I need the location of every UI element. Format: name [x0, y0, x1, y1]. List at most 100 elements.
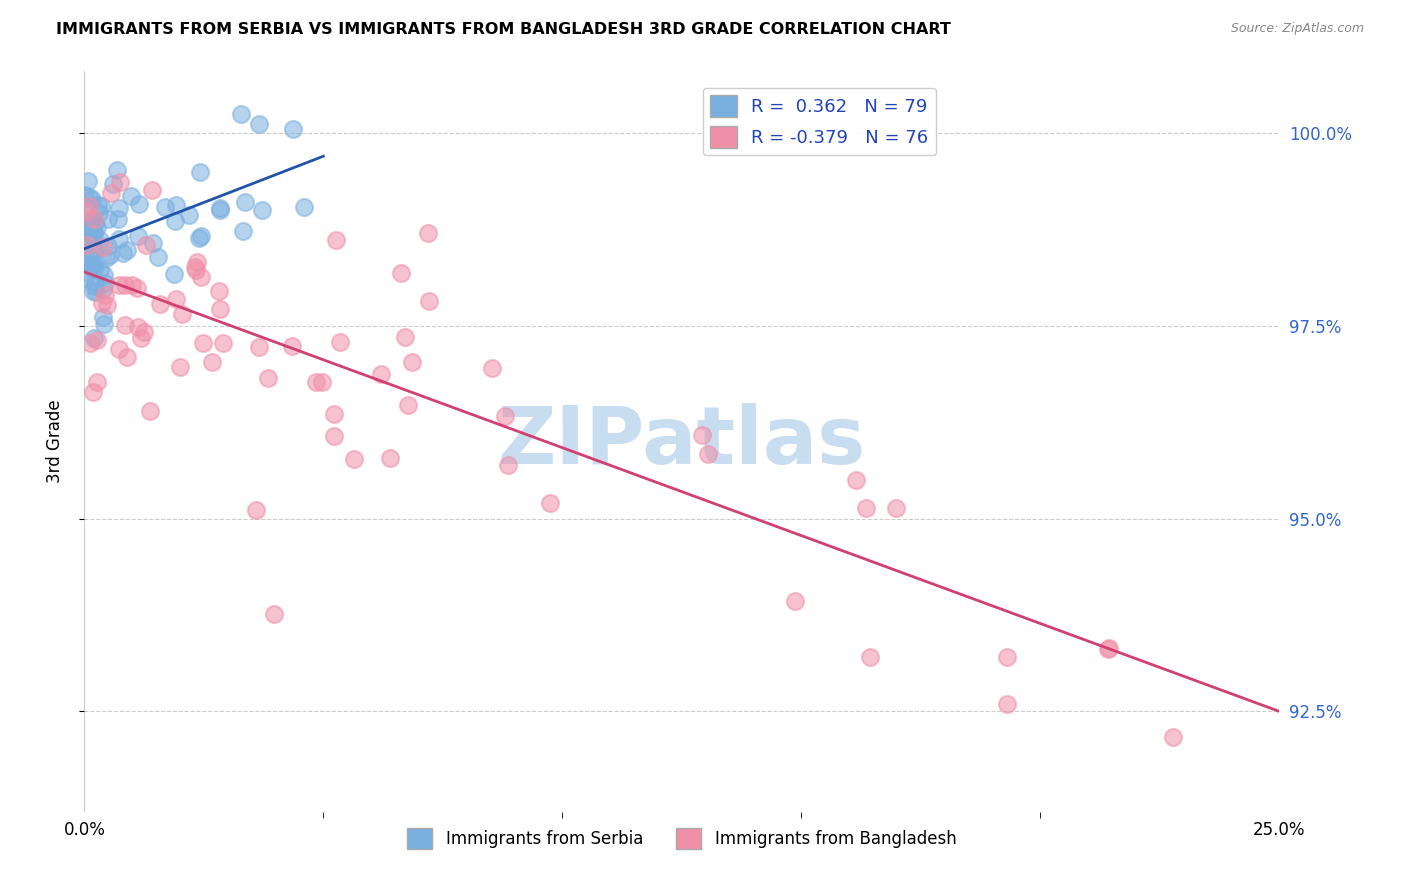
Point: [96, 298, 118, 312]
Point: [91, 296, 114, 310]
Point: [294, 200, 316, 214]
Point: [76, 266, 98, 280]
Point: [311, 375, 333, 389]
Point: [82, 237, 104, 252]
Point: [84, 216, 107, 230]
Point: [128, 197, 150, 211]
Point: [82, 247, 104, 261]
Point: [233, 194, 256, 209]
Point: [114, 318, 136, 332]
Point: [190, 229, 212, 244]
Point: [91, 310, 114, 324]
Point: [97, 211, 120, 226]
Point: [77, 190, 100, 204]
Point: [83, 331, 105, 345]
Point: [117, 243, 139, 257]
Point: [995, 650, 1018, 665]
Point: [84, 259, 107, 273]
Point: [77, 227, 100, 242]
Point: [93, 268, 115, 283]
Point: [165, 198, 187, 212]
Point: [91, 239, 114, 253]
Point: [845, 473, 868, 487]
Point: [107, 211, 129, 226]
Point: [83, 229, 105, 244]
Point: [83, 225, 105, 239]
Point: [188, 165, 211, 179]
Point: [100, 248, 122, 262]
Point: [232, 224, 254, 238]
Point: [127, 229, 149, 244]
Point: [496, 458, 519, 472]
Point: [396, 398, 419, 412]
Point: [783, 594, 806, 608]
Point: [190, 269, 212, 284]
Point: [186, 255, 208, 269]
Point: [108, 232, 131, 246]
Point: [153, 200, 176, 214]
Point: [79, 257, 101, 271]
Point: [75, 203, 97, 218]
Point: [184, 260, 207, 274]
Text: IMMIGRANTS FROM SERBIA VS IMMIGRANTS FROM BANGLADESH 3RD GRADE CORRELATION CHART: IMMIGRANTS FROM SERBIA VS IMMIGRANTS FRO…: [56, 22, 950, 37]
Point: [256, 371, 278, 385]
Point: [127, 320, 149, 334]
Point: [91, 282, 114, 296]
Point: [86, 376, 108, 390]
Point: [97, 238, 120, 252]
Point: [394, 330, 416, 344]
Point: [135, 238, 157, 252]
Point: [82, 384, 104, 399]
Point: [389, 266, 412, 280]
Point: [855, 500, 877, 515]
Point: [77, 198, 100, 212]
Point: [94, 251, 117, 265]
Point: [83, 279, 105, 293]
Point: [193, 335, 215, 350]
Point: [87, 206, 110, 220]
Point: [263, 607, 285, 621]
Point: [281, 121, 304, 136]
Point: [80, 212, 103, 227]
Point: [997, 697, 1019, 711]
Point: [163, 214, 186, 228]
Point: [107, 278, 129, 293]
Point: [322, 429, 344, 443]
Point: [75, 271, 97, 285]
Legend: Immigrants from Serbia, Immigrants from Bangladesh: Immigrants from Serbia, Immigrants from …: [401, 822, 963, 855]
Point: [76, 224, 98, 238]
Point: [83, 212, 105, 227]
Point: [481, 360, 503, 375]
Point: [121, 278, 143, 293]
Point: [179, 208, 201, 222]
Point: [329, 334, 352, 349]
Point: [697, 447, 720, 461]
Text: Source: ZipAtlas.com: Source: ZipAtlas.com: [1230, 22, 1364, 36]
Point: [82, 222, 104, 236]
Point: [111, 246, 134, 260]
Point: [86, 198, 108, 212]
Point: [75, 188, 97, 202]
Point: [148, 250, 170, 264]
Point: [401, 355, 423, 369]
Point: [538, 496, 561, 510]
Point: [80, 259, 103, 273]
Point: [209, 202, 232, 217]
Point: [323, 408, 346, 422]
Point: [208, 201, 231, 215]
Point: [281, 339, 304, 353]
Point: [212, 336, 235, 351]
Point: [187, 231, 209, 245]
Point: [343, 451, 366, 466]
Point: [75, 235, 97, 249]
Point: [79, 336, 101, 351]
Point: [75, 221, 97, 235]
Point: [884, 501, 907, 516]
Point: [94, 287, 117, 301]
Point: [138, 404, 160, 418]
Point: [162, 267, 184, 281]
Point: [378, 451, 401, 466]
Point: [129, 331, 152, 345]
Point: [82, 285, 104, 299]
Point: [94, 276, 117, 290]
